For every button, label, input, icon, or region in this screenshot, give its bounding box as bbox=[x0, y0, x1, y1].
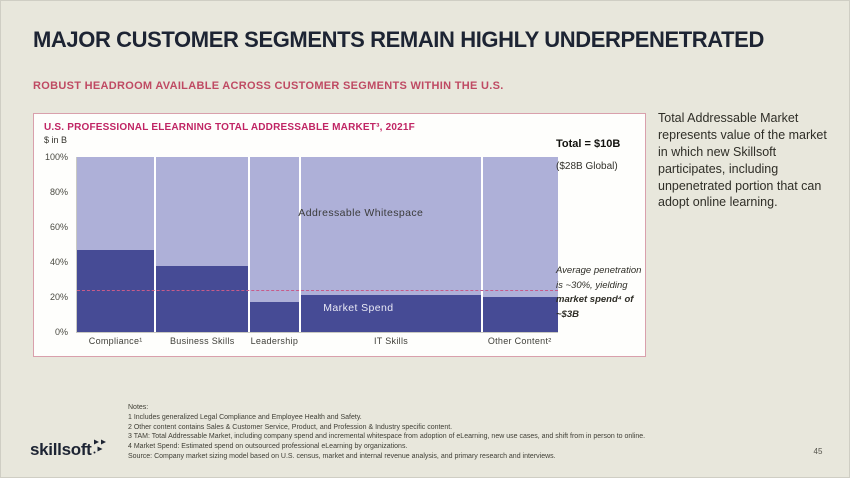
segment-column bbox=[300, 157, 484, 332]
global-label: ($28B Global) bbox=[556, 161, 618, 172]
x-axis-label: Other Content² bbox=[487, 336, 552, 346]
market-spend-block bbox=[77, 249, 155, 332]
annotation-bold-text: market spend⁴ of ~$3B bbox=[556, 294, 634, 321]
footnote-line: 3 TAM: Total Addressable Market, includi… bbox=[128, 433, 646, 441]
whitespace-block bbox=[250, 157, 299, 303]
market-spend-block bbox=[250, 302, 299, 332]
x-axis-label: Compliance¹ bbox=[88, 336, 143, 346]
y-axis-label: 40% bbox=[49, 257, 68, 267]
marimekko-columns bbox=[77, 157, 558, 332]
segment-column bbox=[77, 157, 157, 332]
whitespace-block bbox=[483, 157, 558, 297]
footnote-line: Notes: bbox=[128, 404, 149, 411]
x-axis-label: Leadership bbox=[250, 336, 299, 346]
page-number: 45 bbox=[813, 447, 823, 456]
slide-subtitle: ROBUST HEADROOM AVAILABLE ACROSS CUSTOME… bbox=[33, 80, 504, 92]
whitespace-block bbox=[300, 157, 482, 296]
whitespace-series-label: Addressable Whitespace bbox=[298, 207, 424, 219]
avg-penetration-line bbox=[77, 289, 558, 291]
y-axis-label: 20% bbox=[49, 292, 68, 302]
page-title: MAJOR CUSTOMER SEGMENTS REMAIN HIGHLY UN… bbox=[33, 27, 764, 52]
y-axis-label: 0% bbox=[54, 327, 68, 337]
whitespace-block bbox=[77, 157, 155, 250]
spend-series-label: Market Spend bbox=[323, 302, 394, 315]
tam-definition-note: Total Addressable Market represents valu… bbox=[658, 111, 827, 210]
plot-area: Addressable Whitespace Market Spend bbox=[76, 157, 558, 333]
market-spend-block bbox=[300, 295, 482, 332]
market-spend-block bbox=[483, 297, 558, 332]
segment-column bbox=[250, 157, 301, 332]
annotation-regular-text: Average penetration is ~30%, yielding bbox=[556, 265, 642, 291]
footnote-line: 1 Includes generalized Legal Compliance … bbox=[128, 413, 362, 421]
footnote-line: 4 Market Spend: Estimated spend on outso… bbox=[128, 443, 408, 451]
footnote-line: 2 Other content contains Sales & Custome… bbox=[128, 423, 453, 431]
y-axis-label: 60% bbox=[49, 222, 68, 232]
logo-arrows-icon bbox=[93, 439, 106, 454]
segment-column bbox=[483, 157, 558, 332]
total-label: Total = $10B bbox=[556, 138, 621, 150]
chart-units-label: $ in B bbox=[44, 135, 68, 145]
chart-panel: U.S. PROFESSIONAL ELEARNING TOTAL ADDRES… bbox=[33, 113, 646, 357]
y-axis-label: 80% bbox=[49, 187, 68, 197]
x-axis: Compliance¹ Business Skills Leadership IT S… bbox=[76, 336, 557, 346]
y-axis: 100% 80% 60% 40% 20% 0% bbox=[36, 152, 72, 337]
logo-wordmark: skillsoft bbox=[30, 440, 92, 459]
y-axis-label: 100% bbox=[44, 152, 68, 162]
skillsoft-logo: skillsoft bbox=[30, 438, 108, 462]
market-spend-block bbox=[156, 265, 249, 332]
segment-column bbox=[156, 157, 251, 332]
x-axis-label: Business Skills bbox=[169, 336, 235, 346]
footnote-line: Source: Company market sizing model base… bbox=[128, 452, 556, 460]
whitespace-block bbox=[156, 157, 249, 266]
footnotes: Notes: 1 Includes generalized Legal Compl… bbox=[128, 403, 728, 462]
chart-title: U.S. PROFESSIONAL ELEARNING TOTAL ADDRES… bbox=[44, 122, 415, 133]
x-axis-label: IT Skills bbox=[374, 336, 409, 346]
penetration-annotation: Average penetration is ~30%, yielding ma… bbox=[556, 264, 648, 323]
